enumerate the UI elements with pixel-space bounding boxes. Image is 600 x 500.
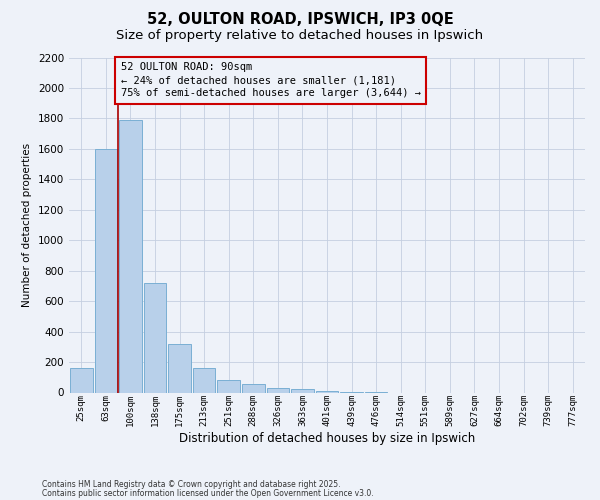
Bar bbox=[242, 384, 265, 392]
Bar bbox=[291, 390, 314, 392]
Bar bbox=[217, 380, 240, 392]
Bar bbox=[95, 149, 117, 392]
Text: Contains public sector information licensed under the Open Government Licence v3: Contains public sector information licen… bbox=[42, 488, 374, 498]
Text: 52, OULTON ROAD, IPSWICH, IP3 0QE: 52, OULTON ROAD, IPSWICH, IP3 0QE bbox=[146, 12, 454, 28]
Y-axis label: Number of detached properties: Number of detached properties bbox=[22, 143, 32, 307]
Bar bbox=[193, 368, 215, 392]
Bar bbox=[316, 391, 338, 392]
Bar bbox=[143, 283, 166, 393]
X-axis label: Distribution of detached houses by size in Ipswich: Distribution of detached houses by size … bbox=[179, 432, 475, 444]
Text: Size of property relative to detached houses in Ipswich: Size of property relative to detached ho… bbox=[116, 28, 484, 42]
Bar bbox=[119, 120, 142, 392]
Text: 52 OULTON ROAD: 90sqm
← 24% of detached houses are smaller (1,181)
75% of semi-d: 52 OULTON ROAD: 90sqm ← 24% of detached … bbox=[121, 62, 421, 98]
Bar bbox=[266, 388, 289, 392]
Text: Contains HM Land Registry data © Crown copyright and database right 2025.: Contains HM Land Registry data © Crown c… bbox=[42, 480, 341, 489]
Bar bbox=[168, 344, 191, 393]
Bar bbox=[70, 368, 92, 392]
